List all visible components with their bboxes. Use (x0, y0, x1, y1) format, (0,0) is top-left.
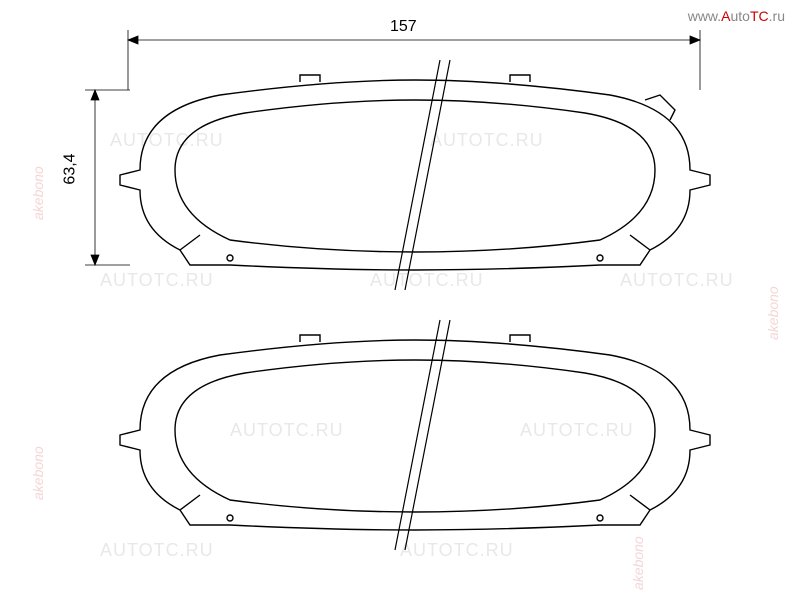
brake-pad-drawing (0, 0, 800, 600)
diagram-container: AUTOTC.RU AUTOTC.RU AUTOTC.RU AUTOTC.RU … (0, 0, 800, 600)
